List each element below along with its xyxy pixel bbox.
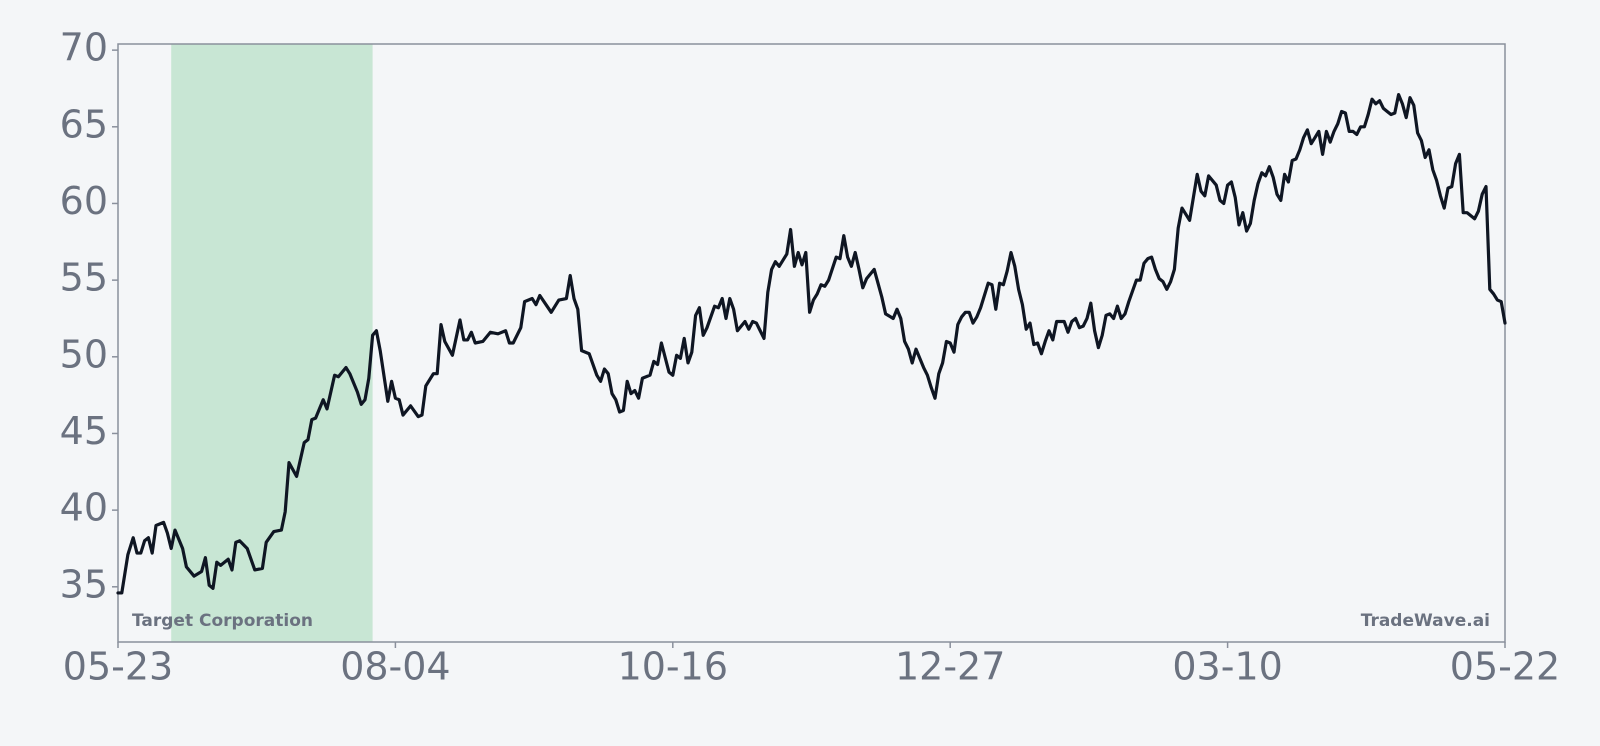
x-tick-label: 05-22 bbox=[1450, 645, 1560, 689]
y-tick-label: 50 bbox=[60, 332, 108, 376]
brand-label: TradeWave.ai bbox=[1361, 611, 1490, 631]
x-tick-label: 08-04 bbox=[340, 645, 450, 689]
y-tick-label: 55 bbox=[60, 256, 108, 300]
company-label: Target Corporation bbox=[132, 611, 313, 631]
x-tick-label: 10-16 bbox=[618, 645, 728, 689]
plot-underlay bbox=[171, 44, 373, 642]
y-tick-label: 60 bbox=[60, 179, 108, 223]
highlight-band bbox=[171, 44, 373, 642]
plot-frame bbox=[117, 43, 1506, 643]
x-tick-label: 12-27 bbox=[895, 645, 1005, 689]
y-tick-label: 65 bbox=[60, 102, 108, 146]
x-tick-label: 05-23 bbox=[63, 645, 173, 689]
y-tick-label: 70 bbox=[60, 26, 108, 70]
price-line bbox=[116, 93, 1507, 595]
y-tick-label: 35 bbox=[60, 562, 108, 606]
x-tick-label: 03-10 bbox=[1172, 645, 1282, 689]
y-tick-label: 40 bbox=[60, 486, 108, 530]
y-tick-label: 45 bbox=[60, 409, 108, 453]
